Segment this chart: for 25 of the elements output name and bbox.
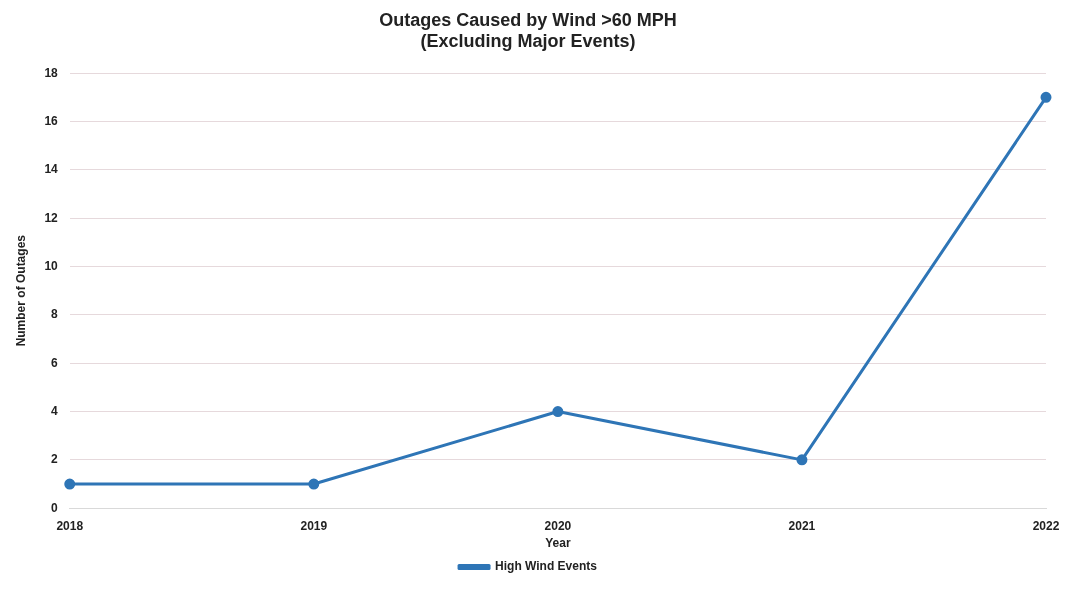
y-axis-title: Number of Outages: [13, 234, 28, 347]
chart-subtitle: (Excluding Major Events): [420, 31, 636, 52]
y-tick-label: 10: [44, 258, 59, 273]
y-tick-label: 0: [51, 500, 59, 515]
legend-label: High Wind Events: [495, 559, 598, 574]
x-tick-label: 2022: [1032, 518, 1060, 533]
point: [1040, 91, 1052, 103]
y-tick-label: 14: [44, 162, 59, 177]
x-tick-label: 2018: [56, 518, 84, 533]
y-tick-label: 16: [44, 113, 59, 128]
y-tick-label: 2: [51, 452, 59, 467]
x-tick-label: 2020: [544, 518, 572, 533]
x-tick-label: 2021: [788, 518, 816, 533]
y-tick-label: 6: [51, 355, 59, 370]
point: [64, 478, 76, 490]
y-tick-label: 12: [44, 210, 59, 225]
point: [552, 406, 564, 418]
point: [308, 478, 320, 490]
y-tick-label: 4: [51, 403, 59, 418]
y-tick-label: 18: [44, 65, 59, 80]
chart-title: Outages Caused by Wind >60 MPH: [379, 9, 677, 30]
x-tick-label: 2019: [300, 518, 328, 533]
point: [796, 454, 808, 466]
x-axis-title: Year: [545, 536, 571, 551]
y-tick-label: 8: [51, 307, 59, 322]
